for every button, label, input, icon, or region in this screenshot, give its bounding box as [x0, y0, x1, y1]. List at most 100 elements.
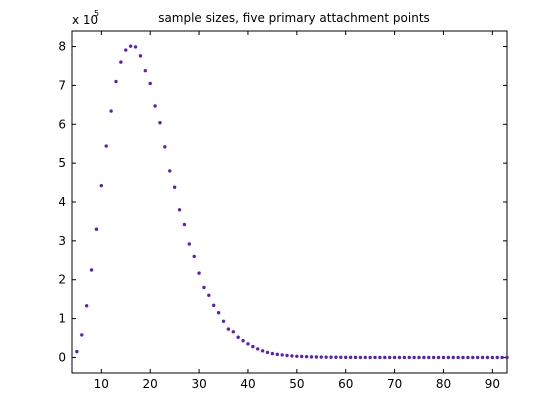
data-point [182, 222, 187, 227]
data-point [94, 227, 99, 231]
data-point [265, 350, 270, 355]
data-point [495, 355, 499, 360]
data-point [324, 355, 328, 359]
chart-title: sample sizes, five primary attachment po… [158, 11, 430, 25]
x-tick-label: 80 [436, 377, 451, 391]
data-point [480, 355, 485, 360]
data-point [236, 335, 240, 339]
data-point [461, 355, 465, 360]
data-point [114, 79, 118, 84]
data-point [84, 304, 89, 308]
data-point [344, 355, 348, 360]
x-tick-label: 20 [143, 377, 158, 391]
data-point [104, 144, 108, 148]
data-point [348, 355, 353, 360]
data-point [197, 271, 201, 275]
data-point [133, 45, 138, 49]
data-point [241, 339, 245, 343]
data-point [314, 355, 319, 359]
data-point [246, 342, 250, 346]
data-point [187, 242, 192, 246]
data-point [270, 351, 275, 356]
data-point [148, 81, 152, 86]
data-point [431, 355, 436, 360]
x-tick-label: 30 [191, 377, 206, 391]
data-point [221, 319, 226, 324]
data-point [378, 355, 382, 360]
data-point [256, 347, 260, 351]
plot-area [71, 30, 508, 374]
data-point [475, 355, 480, 360]
data-point [309, 355, 314, 359]
data-point [446, 355, 451, 360]
data-point [397, 355, 402, 360]
data-point [319, 355, 323, 359]
x-tick-label: 90 [485, 377, 500, 391]
x-tick-label: 40 [240, 377, 255, 391]
y-tick-label: 6 [58, 117, 66, 131]
data-point [192, 254, 196, 259]
y-tick-label: 1 [58, 312, 66, 326]
data-point [456, 355, 460, 360]
data-point [280, 353, 284, 357]
y-tick-label: 7 [58, 78, 66, 92]
data-point [358, 355, 363, 360]
data-point [163, 145, 167, 149]
axes: 10 20 30 40 50 60 70 80 90 0 1 2 3 4 5 6 7 8 [58, 31, 507, 391]
data-point [383, 355, 387, 360]
data-point [392, 355, 397, 360]
data-point [329, 355, 333, 359]
data-point [128, 44, 133, 48]
x-tick-label: 10 [94, 377, 109, 391]
data-point [353, 355, 358, 360]
data-points [75, 44, 509, 360]
data-point [387, 355, 392, 360]
data-point [441, 355, 446, 360]
data-point [260, 349, 265, 353]
data-point [363, 355, 367, 360]
y-tick-label: 4 [58, 195, 66, 209]
data-point [427, 355, 431, 360]
data-point [158, 121, 162, 125]
data-point [417, 355, 421, 360]
data-point [168, 169, 172, 173]
data-point [212, 303, 216, 308]
x-tick-label: 50 [289, 377, 304, 391]
data-point [226, 327, 231, 331]
y-tick-label: 2 [58, 273, 66, 287]
data-point [124, 48, 128, 52]
y-tick-label: 3 [58, 234, 66, 248]
y-tick-label: 0 [58, 350, 66, 364]
data-point [422, 355, 426, 360]
data-point [373, 355, 377, 360]
data-point [500, 355, 504, 360]
data-point [407, 355, 411, 360]
data-point [436, 355, 441, 360]
data-point [275, 352, 279, 357]
data-point [231, 330, 235, 334]
data-point [402, 355, 407, 360]
data-point [466, 355, 470, 360]
data-point [216, 311, 221, 315]
data-point [207, 293, 211, 297]
data-point [138, 54, 143, 58]
data-point [505, 355, 509, 360]
y-tick-label: 5 [58, 156, 66, 170]
data-point [251, 344, 255, 349]
data-point [290, 354, 294, 358]
data-point [109, 109, 113, 113]
data-point [485, 355, 490, 360]
data-point [153, 104, 157, 108]
x-tick-label: 70 [387, 377, 402, 391]
data-point [75, 349, 79, 354]
data-point [471, 355, 475, 360]
data-point [300, 354, 304, 359]
x-tick-label: 60 [338, 377, 353, 391]
data-point [451, 355, 455, 360]
data-point [202, 285, 206, 290]
y-multiplier-label: x 10 [72, 13, 98, 27]
data-point [99, 183, 104, 188]
data-point [339, 355, 343, 359]
data-point [89, 268, 94, 272]
